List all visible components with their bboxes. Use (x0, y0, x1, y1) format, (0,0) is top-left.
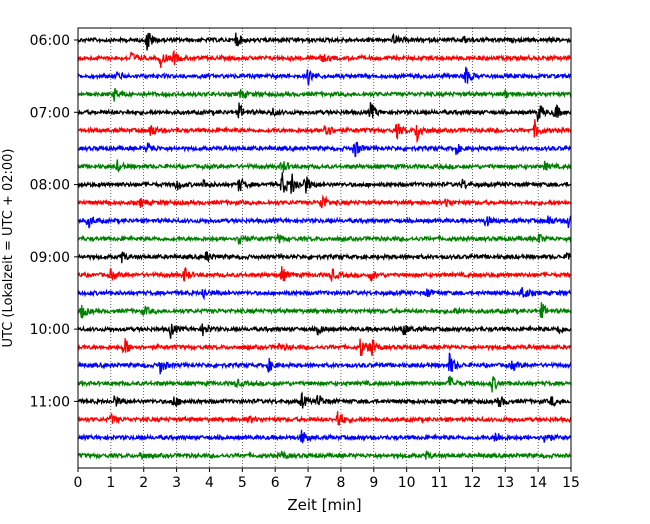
x-tick-label-4: 4 (205, 475, 214, 491)
plot-frame (77, 27, 572, 469)
trace-row-1115 (77, 411, 572, 426)
trace-row-0600 (77, 32, 572, 51)
x-tick-label-1: 1 (106, 475, 115, 491)
grid-layer (110, 28, 539, 468)
x-tick-label-7: 7 (304, 475, 313, 491)
y-axis-label: UTC (Lokalzeit = UTC + 02:00) (1, 149, 16, 348)
x-axis-label: Zeit [min] (287, 496, 361, 514)
trace-row-1000 (77, 323, 572, 339)
y-tick-label-1000: 10:00 (30, 322, 70, 338)
trace-row-0630 (77, 66, 572, 86)
trace-row-0845 (77, 232, 572, 246)
y-tick-label-0600: 06:00 (30, 33, 70, 49)
trace-row-1130 (77, 429, 572, 444)
y-tick-label-0700: 07:00 (30, 105, 70, 121)
x-tick-label-2: 2 (139, 475, 148, 491)
trace-row-0830 (77, 215, 572, 229)
trace-layer (77, 32, 572, 461)
trace-row-0815 (77, 194, 572, 209)
trace-row-0645 (77, 88, 572, 102)
trace-row-0900 (77, 250, 572, 264)
trace-row-0730 (77, 141, 572, 158)
trace-row-0745 (77, 159, 572, 173)
y-tick-label-0900: 09:00 (30, 250, 70, 266)
trace-row-1015 (77, 338, 572, 356)
trace-row-0700 (77, 102, 572, 123)
trace-row-0930 (77, 287, 572, 301)
x-tick-label-6: 6 (271, 475, 280, 491)
x-tick-label-11: 11 (431, 475, 449, 491)
trace-row-1030 (77, 352, 572, 375)
x-tick-label-15: 15 (562, 475, 580, 491)
x-tick-label-14: 14 (529, 475, 547, 491)
x-tick-label-0: 0 (74, 475, 83, 491)
axis-layer: 0 1 2 3 4 5 6 7 8 9 10 11 12 13 14 1506:0007:0008:0009:… (30, 33, 580, 491)
x-tick-label-5: 5 (238, 475, 247, 491)
x-tick-label-13: 13 (496, 475, 514, 491)
trace-row-0915 (77, 266, 572, 283)
x-tick-label-3: 3 (172, 475, 181, 491)
trace-row-1145 (77, 450, 572, 461)
trace-row-1045 (77, 375, 572, 393)
y-tick-label-1100: 11:00 (30, 394, 70, 410)
x-tick-label-9: 9 (369, 475, 378, 491)
trace-row-0945 (77, 302, 572, 319)
trace-row-0715 (77, 119, 572, 144)
trace-row-1100 (77, 391, 572, 409)
trace-row-0615 (77, 49, 572, 68)
trace-row-0800 (77, 172, 572, 194)
y-tick-label-0800: 08:00 (30, 178, 70, 194)
x-tick-label-8: 8 (336, 475, 345, 491)
x-tick-label-12: 12 (463, 475, 481, 491)
x-tick-label-10: 10 (398, 475, 416, 491)
